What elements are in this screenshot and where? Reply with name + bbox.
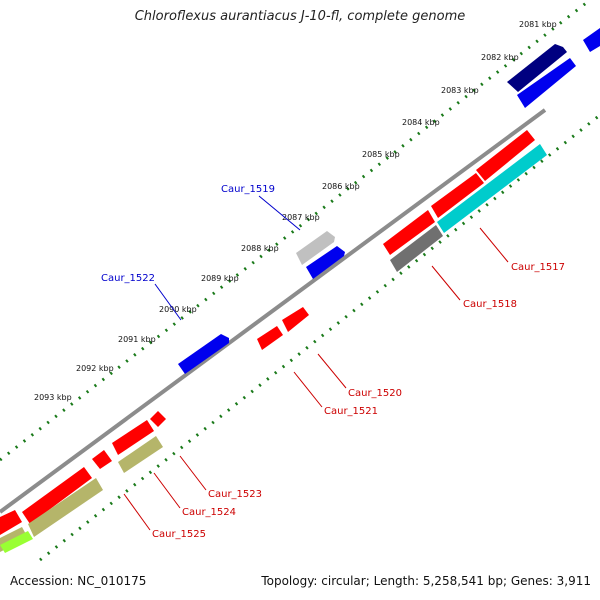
- gene-caur-1523-red[interactable]: [112, 420, 154, 455]
- genes-value: 3,911: [556, 574, 591, 588]
- kbp-label: 2087 kbp: [282, 213, 320, 222]
- kbp-label: 2089 kbp: [201, 274, 239, 283]
- kbp-label: 2085 kbp: [362, 150, 400, 159]
- leader-line-caur-1519: [258, 195, 301, 231]
- kbp-label: 2081 kbp: [519, 20, 557, 29]
- gene-arrow-blue[interactable]: [517, 58, 576, 108]
- genome-stats: Topology: circular; Length: 5,258,541 bp…: [261, 574, 591, 588]
- leader-line-caur-1521: [293, 371, 323, 408]
- accession-value: NC_010175: [77, 574, 147, 588]
- gene-features: [0, 28, 600, 553]
- gene-label-caur-1517[interactable]: Caur_1517: [511, 262, 565, 273]
- leader-line-caur-1517: [479, 227, 509, 263]
- kbp-label: 2090 kbp: [159, 305, 197, 314]
- length-label: Length:: [373, 574, 420, 588]
- leader-line-caur-1523: [179, 455, 207, 491]
- gene-caur-1517-red[interactable]: [476, 130, 535, 181]
- kbp-label: 2086 kbp: [322, 182, 360, 191]
- outer-tick-track: [0, 0, 591, 462]
- gene-caur-1519[interactable]: [296, 231, 335, 265]
- leader-line-caur-1524: [153, 472, 181, 509]
- gene-arrow-blue-small[interactable]: [583, 28, 600, 52]
- gene-caur-1521[interactable]: [257, 326, 283, 350]
- kbp-label: 2092 kbp: [76, 364, 114, 373]
- leader-line-caur-1520: [317, 353, 347, 389]
- kbp-label: 2093 kbp: [34, 393, 72, 402]
- leader-line-caur-1518: [431, 265, 461, 301]
- leader-line-caur-1522: [154, 283, 182, 321]
- gene-caur-1525[interactable]: [28, 478, 103, 537]
- gene-caur-1522[interactable]: [178, 334, 229, 374]
- gene-red[interactable]: [150, 411, 166, 427]
- gene-caur-1524[interactable]: [22, 467, 92, 524]
- gene-red[interactable]: [92, 450, 112, 469]
- gene-caur-1520[interactable]: [282, 307, 309, 332]
- gene-label-caur-1520[interactable]: Caur_1520: [348, 388, 402, 399]
- gene-label-caur-1524[interactable]: Caur_1524: [182, 507, 236, 518]
- gene-caur-1517[interactable]: [437, 144, 547, 233]
- length-value: 5,258,541 bp: [422, 574, 503, 588]
- gene-caur-1518[interactable]: [390, 225, 443, 272]
- gene-red[interactable]: [383, 210, 435, 255]
- gene-lime-edge[interactable]: [0, 531, 33, 553]
- gene-red[interactable]: [431, 173, 484, 218]
- topology-value: circular: [321, 574, 366, 588]
- topology-label: Topology:: [261, 574, 318, 588]
- kbp-label: 2091 kbp: [118, 335, 156, 344]
- gene-label-caur-1523[interactable]: Caur_1523: [208, 489, 262, 500]
- genes-label: Genes:: [510, 574, 553, 588]
- accession-info: Accession: NC_010175: [10, 574, 146, 588]
- kbp-label: 2082 kbp: [481, 53, 519, 62]
- gene-label-caur-1522[interactable]: Caur_1522: [101, 273, 155, 284]
- kbp-label: 2088 kbp: [241, 244, 279, 253]
- kbp-label: 2084 kbp: [402, 118, 440, 127]
- accession-label: Accession:: [10, 574, 74, 588]
- map-title: Chloroflexus aurantiacus J-10-fl, comple…: [134, 9, 466, 24]
- gene-arrow-blue-1519[interactable]: [306, 246, 345, 279]
- kbp-label: 2083 kbp: [441, 86, 479, 95]
- genome-backbone: [0, 108, 547, 514]
- gene-arrow-navy[interactable]: [507, 44, 567, 92]
- gene-red-edge[interactable]: [0, 510, 22, 535]
- gene-label-caur-1521[interactable]: Caur_1521: [324, 406, 378, 417]
- gene-label-caur-1519[interactable]: Caur_1519: [221, 184, 275, 195]
- leader-line-caur-1525: [123, 493, 151, 531]
- gene-label-caur-1525[interactable]: Caur_1525: [152, 529, 206, 540]
- gene-label-caur-1518[interactable]: Caur_1518: [463, 299, 517, 310]
- gene-caur-1523[interactable]: [118, 436, 163, 473]
